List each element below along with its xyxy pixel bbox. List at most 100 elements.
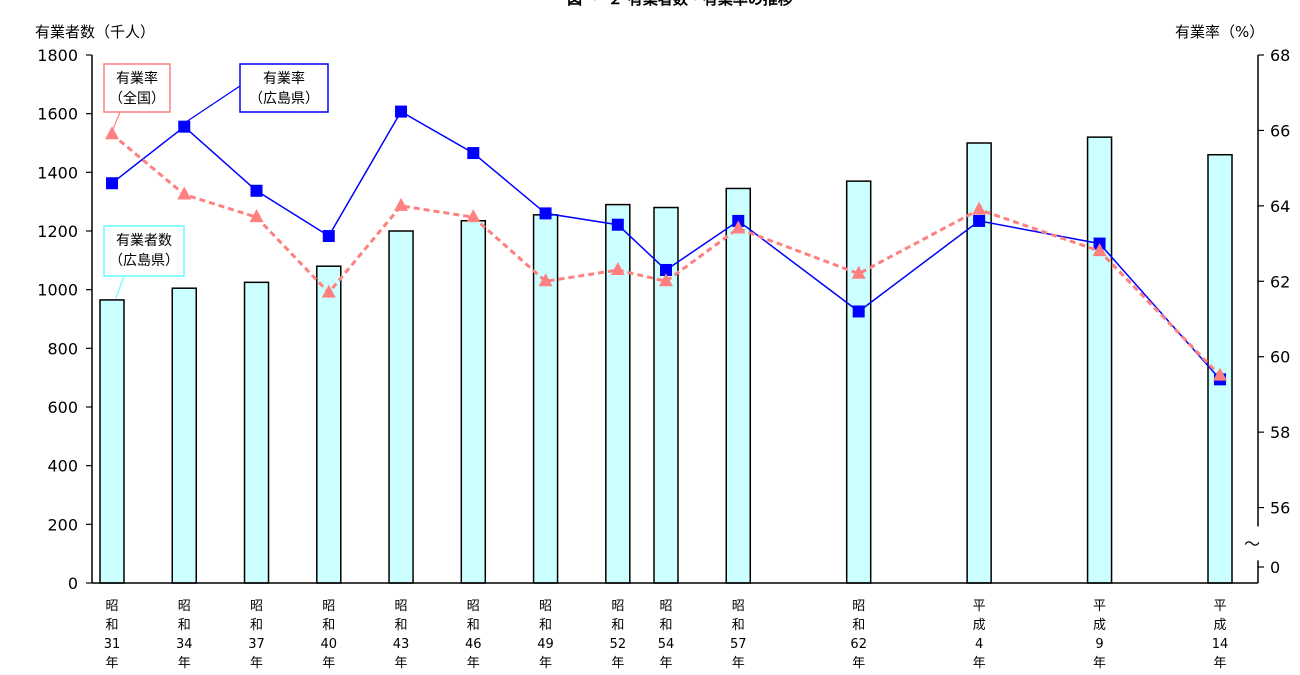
series-line-1 bbox=[111, 133, 1222, 377]
category-label-6-3: 年 bbox=[539, 656, 552, 671]
category-label-5-3: 年 bbox=[467, 656, 480, 671]
category-label-5-2: 46 bbox=[465, 637, 482, 652]
bar-6 bbox=[532, 214, 559, 584]
category-label-10-3: 年 bbox=[852, 656, 865, 671]
category-label-8-2: 54 bbox=[658, 637, 675, 652]
callout-pointer-1 bbox=[185, 85, 241, 123]
right-tick-label-2: 60 bbox=[1270, 348, 1290, 367]
category-label-10-1: 和 bbox=[852, 618, 865, 633]
left-tick-label-1: 200 bbox=[47, 515, 78, 534]
category-label-3-2: 40 bbox=[321, 637, 338, 652]
category-label-11-3: 年 bbox=[973, 656, 986, 671]
series-0-marker-8 bbox=[660, 263, 672, 276]
bars-group bbox=[99, 136, 1233, 584]
bar-0 bbox=[99, 299, 125, 584]
category-label-11-0: 平 bbox=[973, 599, 986, 614]
left-axis-title: 有業者数（千人） bbox=[35, 23, 155, 41]
category-label-11-1: 成 bbox=[973, 618, 986, 633]
category-label-9-0: 昭 bbox=[732, 599, 745, 614]
callout-pointer-2 bbox=[115, 275, 125, 299]
left-tick-label-2: 400 bbox=[47, 457, 78, 476]
bar-9 bbox=[725, 187, 752, 584]
callout-box-2 bbox=[103, 225, 185, 277]
category-label-7-3: 年 bbox=[611, 656, 624, 671]
callout-box-1 bbox=[239, 63, 329, 113]
category-label-6-1: 和 bbox=[539, 618, 552, 633]
category-label-8-0: 昭 bbox=[659, 599, 672, 614]
series-1-marker-5 bbox=[466, 209, 481, 223]
callout-text-2-0: 有業者数 bbox=[116, 233, 172, 249]
series-0-marker-5 bbox=[467, 147, 480, 160]
series-1-marker-7 bbox=[610, 261, 625, 275]
chart-title: 図 ・ ２ 有業者数・有業率の推移 bbox=[567, 0, 793, 8]
category-label-1-3: 年 bbox=[178, 656, 191, 671]
bar-1 bbox=[171, 287, 198, 584]
bar-4 bbox=[388, 230, 414, 584]
category-label-6-2: 49 bbox=[537, 637, 554, 652]
category-label-2-2: 37 bbox=[248, 637, 265, 652]
category-label-9-2: 57 bbox=[730, 637, 747, 652]
category-label-0-2: 31 bbox=[104, 637, 121, 652]
category-label-8-1: 和 bbox=[659, 618, 672, 633]
series-1-marker-3 bbox=[321, 284, 336, 298]
category-label-2-3: 年 bbox=[250, 656, 263, 671]
category-label-12-0: 平 bbox=[1093, 599, 1106, 614]
category-label-12-3: 年 bbox=[1093, 656, 1106, 671]
series-0-marker-7 bbox=[611, 218, 624, 231]
series-0-marker-11 bbox=[973, 214, 986, 227]
series-0-marker-4 bbox=[395, 105, 408, 118]
category-labels: 昭和31年昭和34年昭和37年昭和40年昭和43年昭和46年昭和49年昭和52年… bbox=[104, 599, 1229, 671]
series-line-0 bbox=[111, 110, 1221, 380]
category-label-2-1: 和 bbox=[250, 618, 263, 633]
category-label-3-0: 昭 bbox=[322, 599, 335, 614]
category-label-1-0: 昭 bbox=[178, 599, 191, 614]
lines-group bbox=[105, 105, 1227, 386]
right-tick-label-0: 56 bbox=[1270, 499, 1290, 518]
category-label-1-2: 34 bbox=[176, 637, 193, 652]
series-0-marker-10 bbox=[852, 305, 865, 318]
series-1-marker-4 bbox=[394, 197, 409, 211]
category-label-0-1: 和 bbox=[105, 618, 118, 633]
category-label-13-0: 平 bbox=[1213, 599, 1226, 614]
callout-text-2-1: （広島県） bbox=[109, 253, 179, 269]
category-label-2-0: 昭 bbox=[250, 599, 263, 614]
left-tick-label-8: 1600 bbox=[37, 105, 78, 124]
axes-group: 020040060080010001200140016001800～565860… bbox=[37, 46, 1290, 593]
series-1-marker-13 bbox=[1213, 367, 1227, 381]
category-label-1-1: 和 bbox=[178, 618, 191, 633]
left-tick-label-4: 800 bbox=[47, 339, 78, 358]
series-1-marker-12 bbox=[1092, 243, 1107, 257]
category-label-0-0: 昭 bbox=[105, 599, 118, 614]
category-label-8-3: 年 bbox=[659, 656, 672, 671]
category-label-5-0: 昭 bbox=[467, 599, 480, 614]
category-label-13-2: 14 bbox=[1212, 637, 1229, 652]
category-label-6-0: 昭 bbox=[539, 599, 552, 614]
right-tick-label-3: 62 bbox=[1270, 272, 1290, 291]
category-label-11-2: 4 bbox=[975, 637, 983, 652]
series-1-marker-0 bbox=[105, 126, 119, 140]
callout-text-0-0: 有業率 bbox=[116, 70, 158, 87]
left-tick-label-9: 1800 bbox=[37, 46, 78, 65]
series-0-marker-1 bbox=[178, 120, 191, 133]
bar-7 bbox=[605, 203, 631, 584]
category-label-3-3: 年 bbox=[322, 656, 335, 671]
category-label-7-0: 昭 bbox=[611, 599, 624, 614]
callout-text-0-1: （全国） bbox=[109, 90, 165, 107]
right-tick-label-1: 58 bbox=[1270, 423, 1290, 442]
series-0-marker-6 bbox=[539, 207, 552, 220]
left-tick-label-0: 0 bbox=[68, 574, 78, 593]
series-1-marker-2 bbox=[249, 209, 264, 223]
category-label-4-0: 昭 bbox=[395, 599, 408, 614]
bar-5 bbox=[460, 219, 487, 584]
left-tick-label-6: 1200 bbox=[37, 222, 78, 241]
right-tick-label-4: 64 bbox=[1270, 197, 1290, 216]
category-label-7-1: 和 bbox=[611, 618, 624, 633]
callout-text-1-1: （広島県） bbox=[249, 91, 319, 107]
bar-12 bbox=[1086, 136, 1113, 584]
series-1-marker-11 bbox=[972, 201, 987, 215]
right-axis-title: 有業率（%） bbox=[1175, 23, 1264, 41]
callout-box-0 bbox=[103, 63, 171, 113]
series-1-marker-1 bbox=[177, 186, 192, 200]
category-label-4-3: 年 bbox=[395, 656, 408, 671]
